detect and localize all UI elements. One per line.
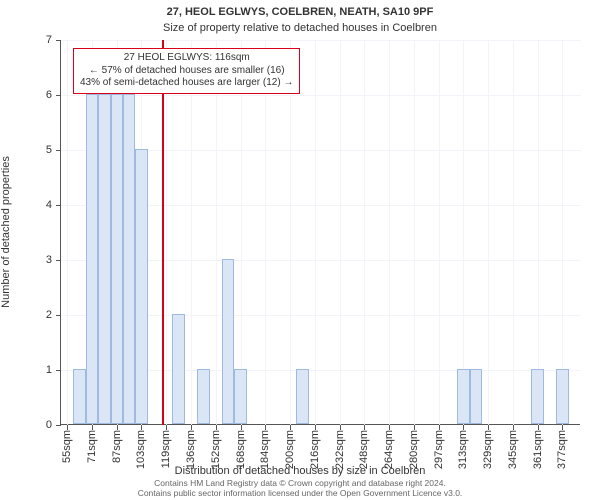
histogram-bar [172, 314, 184, 424]
ytick-mark [56, 205, 61, 206]
histogram-bar [296, 369, 308, 424]
xtick-label: 87sqm [111, 430, 123, 463]
histogram-bar [470, 369, 482, 424]
xtick-label: 119sqm [160, 430, 172, 468]
ytick-label: 4 [22, 199, 52, 211]
histogram-bar [73, 369, 85, 424]
xtick-label: 345sqm [507, 430, 519, 469]
histogram-bar [234, 369, 246, 424]
infobox-line2: ← 57% of detached houses are smaller (16… [80, 65, 293, 78]
vgrid [562, 40, 563, 425]
vgrid [265, 40, 266, 425]
histogram-bar [86, 94, 98, 424]
ytick-mark [56, 260, 61, 261]
vgrid [513, 40, 514, 425]
y-axis-label: Number of detached properties [0, 156, 12, 308]
hgrid [61, 95, 581, 96]
vgrid [216, 40, 217, 425]
chart-subtitle: Size of property relative to detached ho… [0, 22, 600, 34]
attribution: Contains HM Land Registry data © Crown c… [0, 479, 600, 498]
vgrid [241, 40, 242, 425]
xtick-label: 136sqm [185, 430, 197, 469]
vgrid [414, 40, 415, 425]
ytick-label: 5 [22, 144, 52, 156]
vgrid [439, 40, 440, 425]
xtick-label: 232sqm [334, 430, 346, 469]
xtick-label: 264sqm [383, 430, 395, 469]
ytick-label: 3 [22, 254, 52, 266]
xtick-label: 329sqm [482, 430, 494, 469]
vgrid [340, 40, 341, 425]
attribution-line2: Contains public sector information licen… [0, 489, 600, 498]
vgrid [67, 40, 68, 425]
ytick-mark [56, 315, 61, 316]
ytick-mark [56, 425, 61, 426]
histogram-bar [457, 369, 469, 424]
ytick-label: 6 [22, 89, 52, 101]
vgrid [290, 40, 291, 425]
plot-area: 55sqm71sqm87sqm103sqm119sqm136sqm152sqm1… [60, 40, 580, 425]
xtick-label: 152sqm [210, 430, 222, 469]
xtick-label: 216sqm [309, 430, 321, 469]
vgrid [315, 40, 316, 425]
histogram-bar [98, 94, 110, 424]
vgrid [389, 40, 390, 425]
histogram-bar [556, 369, 568, 424]
vgrid [488, 40, 489, 425]
marker-line [162, 40, 164, 425]
chart-supertitle: 27, HEOL EGLWYS, COELBREN, NEATH, SA10 9… [0, 6, 600, 18]
histogram-bar [197, 369, 209, 424]
chart-page: 27, HEOL EGLWYS, COELBREN, NEATH, SA10 9… [0, 0, 600, 500]
xtick-label: 280sqm [408, 430, 420, 469]
ytick-mark [56, 370, 61, 371]
ytick-label: 7 [22, 34, 52, 46]
xtick-label: 297sqm [433, 430, 445, 469]
plot-inner: 55sqm71sqm87sqm103sqm119sqm136sqm152sqm1… [60, 40, 580, 425]
hgrid [61, 40, 581, 41]
vgrid [191, 40, 192, 425]
xtick-label: 103sqm [135, 430, 147, 469]
vgrid [538, 40, 539, 425]
histogram-bar [111, 94, 123, 424]
infobox-line3: 43% of semi-detached houses are larger (… [80, 77, 293, 90]
ytick-mark [56, 150, 61, 151]
ytick-mark [56, 40, 61, 41]
vgrid [166, 40, 167, 425]
xtick-label: 248sqm [358, 430, 370, 469]
ytick-label: 0 [22, 419, 52, 431]
x-axis-label: Distribution of detached houses by size … [0, 465, 600, 477]
vgrid [463, 40, 464, 425]
xtick-label: 313sqm [457, 430, 469, 469]
xtick-label: 361sqm [532, 430, 544, 469]
ytick-label: 2 [22, 309, 52, 321]
xtick-label: 377sqm [556, 430, 568, 469]
xtick-label: 71sqm [86, 430, 98, 463]
ytick-label: 1 [22, 364, 52, 376]
ytick-mark [56, 95, 61, 96]
infobox-line1: 27 HEOL EGLWYS: 116sqm [80, 52, 293, 65]
xtick-label: 55sqm [61, 430, 73, 463]
xtick-label: 184sqm [259, 430, 271, 469]
histogram-bar [531, 369, 543, 424]
vgrid [364, 40, 365, 425]
histogram-bar [123, 94, 135, 424]
xtick-label: 200sqm [284, 430, 296, 469]
histogram-bar [135, 149, 147, 424]
xtick-label: 168sqm [235, 430, 247, 469]
marker-infobox: 27 HEOL EGLWYS: 116sqm← 57% of detached … [73, 48, 300, 94]
histogram-bar [222, 259, 234, 424]
